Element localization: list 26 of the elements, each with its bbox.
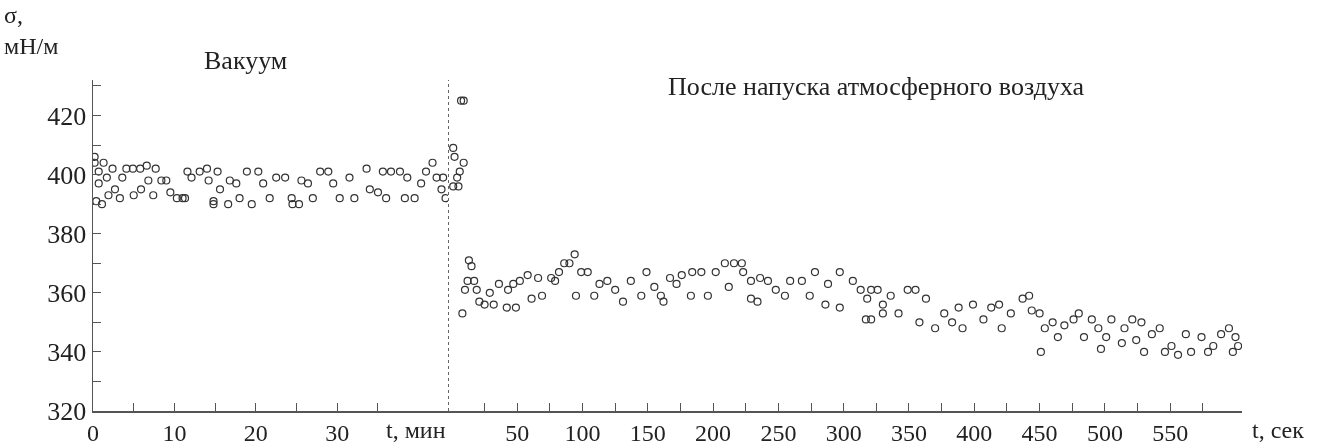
x-tick-label: 150 bbox=[629, 420, 666, 445]
x-tick-label: 10 bbox=[162, 420, 187, 445]
x-tick-label: 0 bbox=[87, 420, 99, 445]
y-tick-label: 380 bbox=[47, 219, 87, 249]
x-tick-label: 450 bbox=[1021, 420, 1058, 445]
x-tick-label: 100 bbox=[564, 420, 601, 445]
x-tick-label: 400 bbox=[956, 420, 993, 445]
x-tick-label: 500 bbox=[1086, 420, 1123, 445]
y-tick-label: 420 bbox=[47, 101, 87, 131]
x-tick-label: 200 bbox=[695, 420, 732, 445]
y-tick-label: 320 bbox=[47, 397, 87, 427]
x-axis-title: t, сек bbox=[1252, 417, 1305, 443]
text: Вакуум bbox=[204, 46, 288, 75]
x-axis-title: t, мин bbox=[386, 417, 446, 443]
y-tick-label: 340 bbox=[47, 337, 87, 367]
x-tick-label: 550 bbox=[1152, 420, 1189, 445]
x-tick-label: 50 bbox=[505, 420, 530, 445]
x-tick-label: 350 bbox=[890, 420, 927, 445]
x-tick-label: 250 bbox=[760, 420, 797, 445]
y-tick-label: 360 bbox=[47, 278, 87, 308]
x-tick-label: 30 bbox=[325, 420, 350, 445]
y-tick-label: 400 bbox=[47, 160, 87, 190]
x-tick-label: 20 bbox=[243, 420, 268, 445]
y-axis-title: σ, мН/м bbox=[4, 2, 59, 60]
x-tick-label: 300 bbox=[825, 420, 862, 445]
annotation: После напуска атмосферного воздуха bbox=[668, 72, 1085, 101]
